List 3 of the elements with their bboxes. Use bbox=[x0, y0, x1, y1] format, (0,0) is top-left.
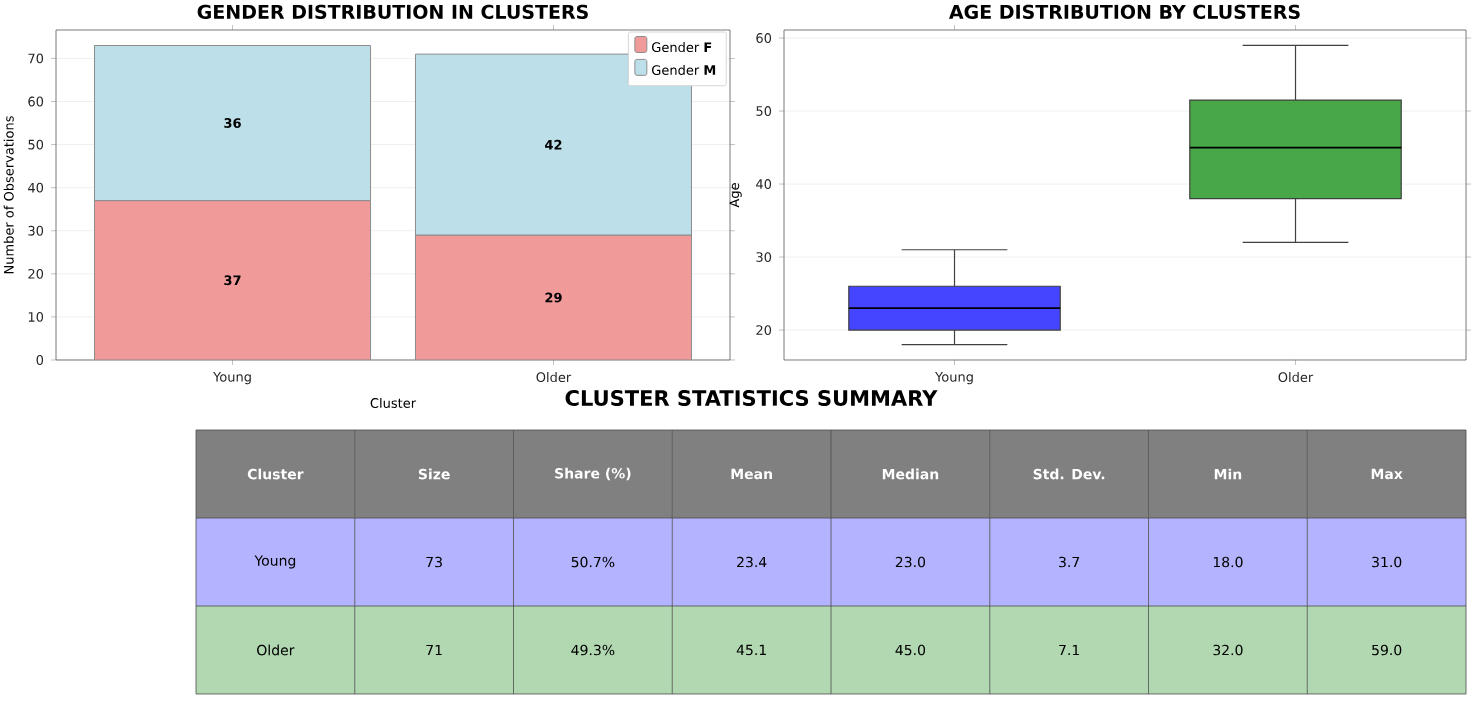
text: CLUSTER STATISTICS SUMMARY bbox=[565, 390, 938, 406]
chart-title: GENDER DISTRIBUTION IN CLUSTERS bbox=[197, 4, 588, 19]
chart-title: AGE DISTRIBUTION BY CLUSTERS bbox=[948, 4, 1300, 20]
